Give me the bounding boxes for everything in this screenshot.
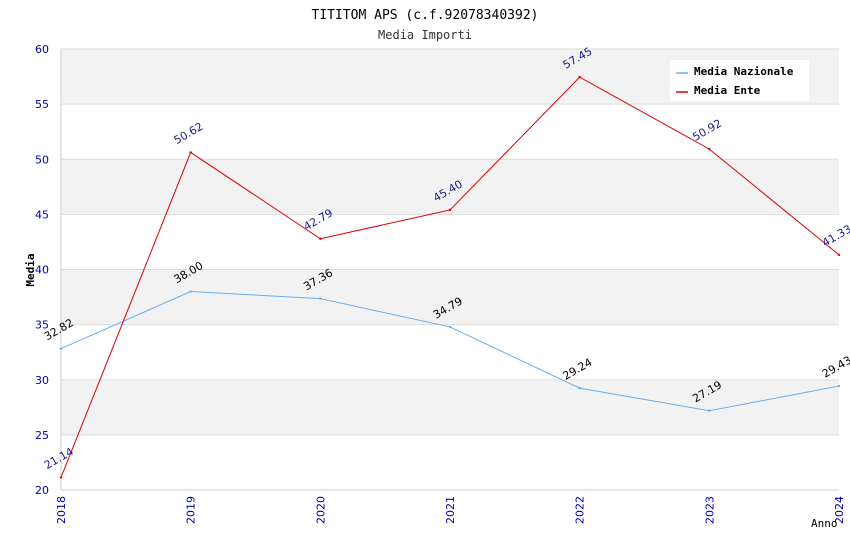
data-point <box>319 297 322 300</box>
y-axis-label: Media <box>24 253 37 286</box>
plot-band <box>61 324 839 380</box>
y-tick-label: 50 <box>35 153 49 166</box>
data-point <box>578 75 581 79</box>
data-point <box>59 476 63 479</box>
x-tick-label: 2024 <box>833 496 846 524</box>
data-point <box>448 208 452 212</box>
plot-band <box>61 379 839 435</box>
y-axis-ticks: 20 25 30 35 40 45 50 55 60 <box>35 43 49 497</box>
plot-band <box>61 434 839 490</box>
legend-label-media-ente: Media Ente <box>694 84 761 97</box>
data-point <box>189 290 192 293</box>
y-tick-label: 20 <box>35 484 49 497</box>
plot-band <box>61 214 839 270</box>
legend-box <box>670 60 809 101</box>
x-tick-label: 2018 <box>55 496 68 524</box>
x-tick-label: 2023 <box>703 496 716 524</box>
data-point <box>189 151 192 154</box>
data-point <box>837 253 841 257</box>
y-tick-label: 25 <box>35 429 49 442</box>
plot-band <box>61 159 839 215</box>
data-point <box>448 325 452 329</box>
y-tick-label: 30 <box>35 374 49 387</box>
data-point <box>708 147 711 151</box>
legend-label-media-nazionale: Media Nazionale <box>694 65 794 78</box>
legend: Media Nazionale Media Ente <box>670 60 809 101</box>
data-point <box>578 386 581 390</box>
plot-band <box>61 269 839 325</box>
plot-background <box>60 48 839 491</box>
x-tick-label: 2020 <box>314 496 327 524</box>
y-tick-label: 60 <box>35 43 49 56</box>
chart-title: TITITOM APS (c.f.92078340392) <box>312 8 539 23</box>
data-point <box>837 384 841 388</box>
x-axis-ticks: 2018 2019 2020 2021 2022 2023 2024 <box>55 496 846 524</box>
x-tick-label: 2022 <box>574 496 587 524</box>
data-point <box>59 347 63 350</box>
y-tick-label: 55 <box>35 98 49 111</box>
x-tick-label: 2019 <box>185 496 198 524</box>
data-point <box>319 237 322 240</box>
x-axis-label: Anno <box>811 517 838 530</box>
data-point <box>708 409 711 412</box>
chart-subtitle: Media Importi <box>378 28 472 42</box>
series-lines <box>59 75 841 479</box>
y-tick-label: 40 <box>35 264 49 277</box>
x-tick-label: 2021 <box>444 496 457 524</box>
y-tick-label: 45 <box>35 208 49 221</box>
y-tick-label: 35 <box>35 319 49 332</box>
